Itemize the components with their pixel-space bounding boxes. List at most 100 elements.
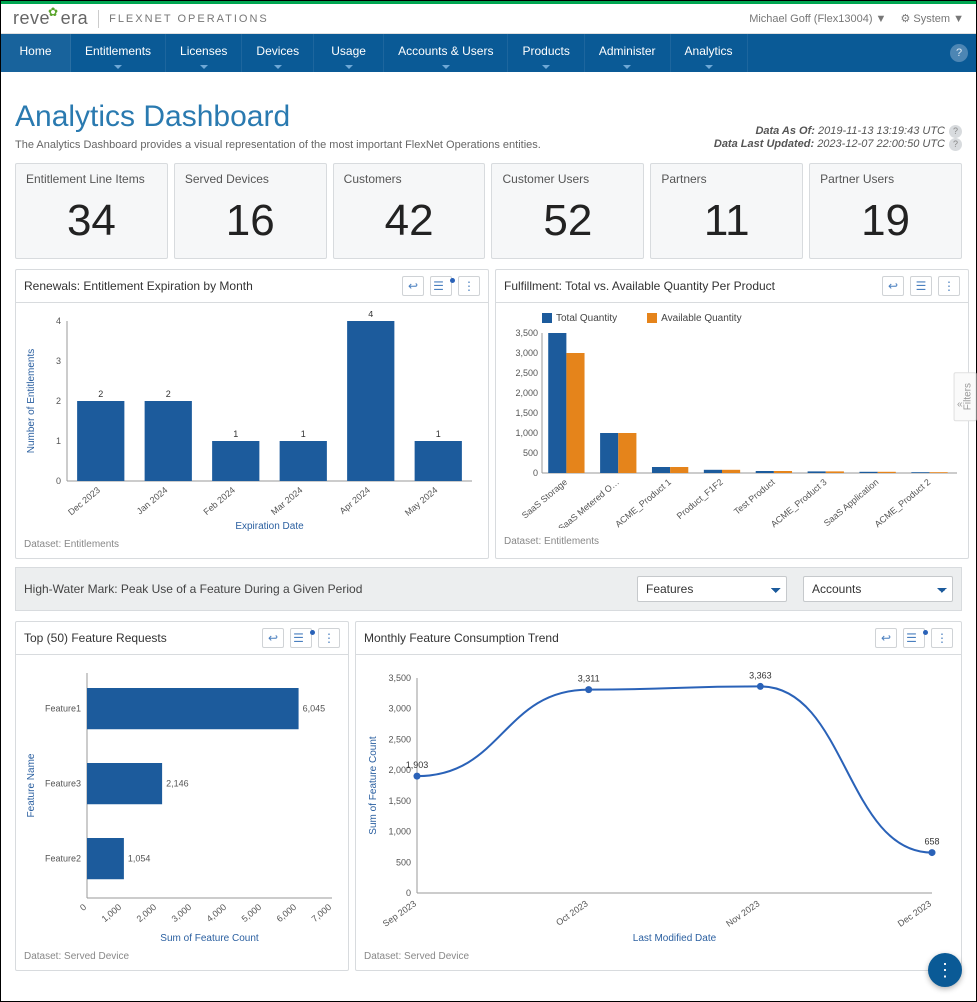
svg-text:SaaS Storage: SaaS Storage	[520, 477, 569, 521]
svg-text:Feature3: Feature3	[45, 779, 81, 789]
svg-text:ACME_Product 1: ACME_Product 1	[613, 477, 673, 528]
kpi-label: Customers	[344, 172, 475, 186]
panel-trend: Monthly Feature Consumption Trend ↩ ☰ ⋮ …	[355, 621, 962, 971]
info-icon[interactable]: ?	[949, 138, 962, 151]
svg-text:1: 1	[301, 429, 306, 439]
svg-text:6,000: 6,000	[275, 902, 299, 924]
svg-text:Feature1: Feature1	[45, 704, 81, 714]
svg-text:3,363: 3,363	[749, 670, 772, 680]
nav-licenses[interactable]: Licenses	[166, 34, 242, 72]
main-nav: Home Entitlements Licenses Devices Usage…	[1, 34, 976, 72]
svg-text:7,000: 7,000	[310, 902, 334, 924]
svg-text:Apr 2024: Apr 2024	[338, 485, 372, 516]
user-menu[interactable]: Michael Goff (Flex13004) ▼	[749, 13, 886, 25]
svg-text:3,500: 3,500	[515, 328, 538, 338]
nav-home[interactable]: Home	[1, 34, 71, 72]
nav-devices[interactable]: Devices	[242, 34, 314, 72]
undo-icon[interactable]: ↩	[402, 276, 424, 296]
kpi-card: Partner Users19	[809, 163, 962, 259]
kpi-value: 34	[26, 196, 157, 246]
filter-icon[interactable]: ☰	[430, 276, 452, 296]
kpi-value: 19	[820, 196, 951, 246]
svg-text:2,000: 2,000	[515, 388, 538, 398]
more-icon[interactable]: ⋮	[458, 276, 480, 296]
accounts-select[interactable]: Accounts	[803, 576, 953, 602]
fab-more[interactable]: ⋮	[928, 953, 962, 987]
svg-text:Feb 2024: Feb 2024	[201, 485, 237, 517]
svg-text:1: 1	[56, 436, 61, 446]
svg-text:Expiration Date: Expiration Date	[235, 521, 304, 531]
svg-text:Number of Entitlements: Number of Entitlements	[26, 349, 37, 454]
svg-text:2,146: 2,146	[166, 779, 189, 789]
kpi-value: 42	[344, 196, 475, 246]
kpi-value: 16	[185, 196, 316, 246]
svg-text:3,500: 3,500	[388, 673, 411, 683]
svg-text:1,000: 1,000	[100, 902, 124, 924]
system-menu[interactable]: ⚙ System ▼	[900, 12, 964, 25]
panel-title: Fulfillment: Total vs. Available Quantit…	[504, 279, 775, 293]
kpi-label: Entitlement Line Items	[26, 172, 157, 186]
svg-text:4: 4	[368, 311, 373, 319]
undo-icon[interactable]: ↩	[882, 276, 904, 296]
panel-title: Renewals: Entitlement Expiration by Mont…	[24, 279, 253, 293]
kpi-card: Entitlement Line Items 34	[15, 163, 168, 259]
data-as-of: Data As Of: 2019-11-13 13:19:43 UTC?	[755, 125, 962, 138]
svg-text:Jan 2024: Jan 2024	[135, 485, 170, 516]
undo-icon[interactable]: ↩	[875, 628, 897, 648]
svg-text:2,500: 2,500	[388, 734, 411, 744]
undo-icon[interactable]: ↩	[262, 628, 284, 648]
more-icon[interactable]: ⋮	[938, 276, 960, 296]
nav-analytics[interactable]: Analytics	[671, 34, 748, 72]
filter-icon[interactable]: ☰	[903, 628, 925, 648]
nav-products[interactable]: Products	[508, 34, 584, 72]
svg-text:Sep 2023: Sep 2023	[381, 898, 418, 928]
svg-text:Last Modified Date: Last Modified Date	[633, 933, 717, 943]
kpi-label: Partners	[661, 172, 792, 186]
svg-text:5,000: 5,000	[240, 902, 264, 924]
svg-text:4: 4	[56, 316, 61, 326]
filter-icon[interactable]: ☰	[910, 276, 932, 296]
hwm-title: High-Water Mark: Peak Use of a Feature D…	[24, 582, 362, 596]
gear-icon: ⚙	[900, 12, 910, 25]
filter-icon[interactable]: ☰	[290, 628, 312, 648]
svg-text:Feature2: Feature2	[45, 854, 81, 864]
kpi-card: Partners11	[650, 163, 803, 259]
info-icon[interactable]: ?	[949, 125, 962, 138]
svg-text:6,045: 6,045	[303, 704, 326, 714]
svg-text:2: 2	[56, 396, 61, 406]
svg-text:May 2024: May 2024	[403, 485, 440, 518]
kpi-card: Customer Users 52	[491, 163, 644, 259]
svg-text:0: 0	[56, 476, 61, 486]
nav-entitlements[interactable]: Entitlements	[71, 34, 166, 72]
svg-text:ACME_Product 3: ACME_Product 3	[769, 477, 829, 528]
kpi-label: Customer Users	[502, 172, 633, 186]
svg-text:3,311: 3,311	[578, 674, 600, 684]
svg-text:1: 1	[436, 429, 441, 439]
svg-text:3,000: 3,000	[388, 704, 411, 714]
svg-text:1: 1	[233, 429, 238, 439]
brand-header: reve✿era FLEXNET OPERATIONS Michael Goff…	[1, 4, 976, 34]
svg-text:2: 2	[98, 389, 103, 399]
panel-renewals: Renewals: Entitlement Expiration by Mont…	[15, 269, 489, 559]
filters-tab[interactable]: Filters	[954, 372, 977, 421]
svg-text:Oct 2023: Oct 2023	[554, 898, 590, 927]
panel-title: Monthly Feature Consumption Trend	[364, 631, 559, 645]
more-icon[interactable]: ⋮	[318, 628, 340, 648]
hwm-bar: High-Water Mark: Peak Use of a Feature D…	[15, 567, 962, 611]
more-icon[interactable]: ⋮	[931, 628, 953, 648]
kpi-value: 52	[502, 196, 633, 246]
nav-accounts[interactable]: Accounts & Users	[384, 34, 508, 72]
data-updated: Data Last Updated: 2023-12-07 22:00:50 U…	[714, 138, 962, 151]
svg-text:Product_F1F2: Product_F1F2	[675, 477, 725, 521]
features-select[interactable]: Features	[637, 576, 787, 602]
svg-text:500: 500	[396, 857, 411, 867]
svg-text:Sum of Feature Count: Sum of Feature Count	[160, 933, 259, 943]
nav-administer[interactable]: Administer	[585, 34, 671, 72]
logo: reve✿era	[13, 8, 88, 29]
svg-text:1,903: 1,903	[406, 760, 429, 770]
help-icon[interactable]: ?	[950, 44, 968, 62]
svg-text:0: 0	[406, 888, 411, 898]
svg-text:1,000: 1,000	[515, 428, 538, 438]
svg-text:Test Product: Test Product	[732, 477, 777, 517]
nav-usage[interactable]: Usage	[314, 34, 384, 72]
